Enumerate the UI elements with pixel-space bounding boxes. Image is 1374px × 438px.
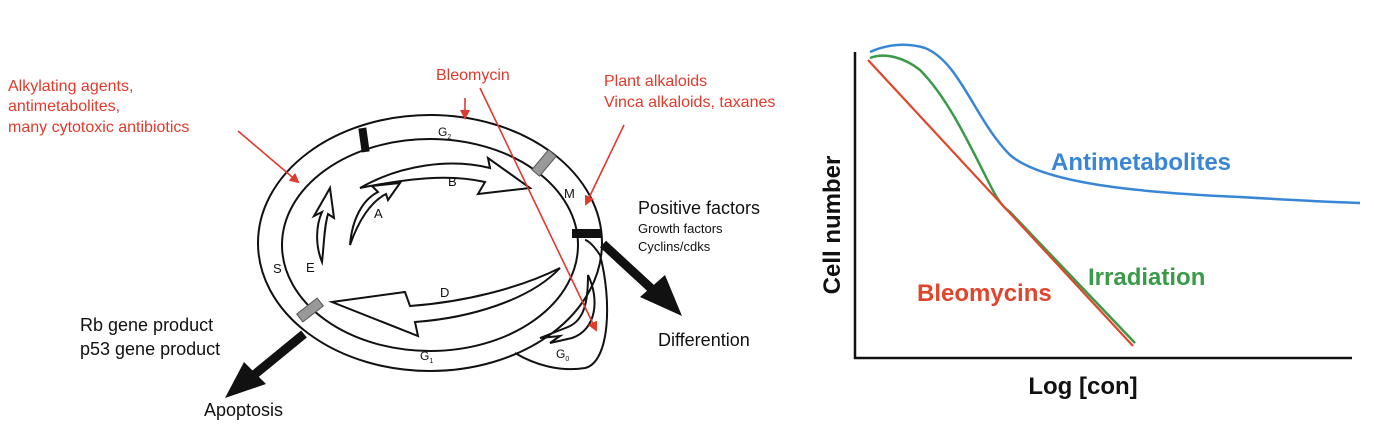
g0-inner-arrow <box>539 274 596 344</box>
phase-m-label: M <box>564 186 575 201</box>
inner-label-b: B <box>448 174 457 189</box>
differention-label: Differention <box>658 330 750 350</box>
g0-loop <box>514 239 609 371</box>
checkpoint-g2-m <box>531 149 557 177</box>
series-irradiation-label: Irradiation <box>1088 264 1205 291</box>
alkylating-arrow <box>237 130 300 184</box>
apoptosis-arrow <box>225 330 307 398</box>
series-bleomycins-label: Bleomycins <box>917 280 1052 307</box>
phase-s-label: S <box>273 261 282 276</box>
phase-g1-label: G1 <box>420 349 433 365</box>
dose-response-chart: Antimetabolites Irradiation Bleomycins C… <box>819 43 1361 400</box>
phase-g2-label: G2 <box>438 125 451 141</box>
positive-factors-label: Positive factors <box>638 198 760 218</box>
arrow-a <box>349 181 403 246</box>
y-axis-label: Cell number <box>819 156 846 295</box>
vinca-taxanes-label: Vinca alkaloids, taxanes <box>604 94 775 111</box>
inner-label-e: E <box>306 260 315 275</box>
alkylating-label-2: antimetabolites, <box>8 98 120 115</box>
series-antimetabolites-label: Antimetabolites <box>1051 149 1231 176</box>
differention-arrow <box>599 240 682 316</box>
arrow-d <box>328 267 561 338</box>
bleomycin-arrow-long <box>479 87 598 332</box>
x-axis-label: Log [con] <box>1028 373 1137 400</box>
alkylating-label-1: Alkylating agents, <box>8 78 133 95</box>
series-antimetabolites-line <box>869 43 1361 205</box>
cell-cycle-diagram: Alkylating agents, antimetabolites, many… <box>8 67 775 420</box>
inner-label-a: A <box>374 206 383 221</box>
arrow-e <box>311 184 336 266</box>
checkpoint-m-g1 <box>572 229 602 238</box>
bleomycin-label: Bleomycin <box>436 67 510 84</box>
checkpoint-s-g2 <box>358 127 370 153</box>
apoptosis-label: Apoptosis <box>204 400 283 420</box>
cyclins-cdks-label: Cyclins/cdks <box>638 239 711 254</box>
series-bleomycins-line <box>867 59 1134 347</box>
inner-label-d: D <box>440 285 449 300</box>
phase-g0-label: G0 <box>556 347 569 363</box>
plant-alkaloid-arrow <box>584 124 625 206</box>
plant-alkaloids-label: Plant alkaloids <box>604 73 707 90</box>
p53-gene-label: p53 gene product <box>80 339 220 359</box>
rb-gene-label: Rb gene product <box>80 315 213 335</box>
growth-factors-label: Growth factors <box>638 221 723 236</box>
alkylating-label-3: many cytotoxic antibiotics <box>8 119 189 136</box>
arrow-b <box>359 155 533 196</box>
cycle-outer-ring <box>257 114 603 372</box>
checkpoint-g1-s <box>295 297 325 323</box>
